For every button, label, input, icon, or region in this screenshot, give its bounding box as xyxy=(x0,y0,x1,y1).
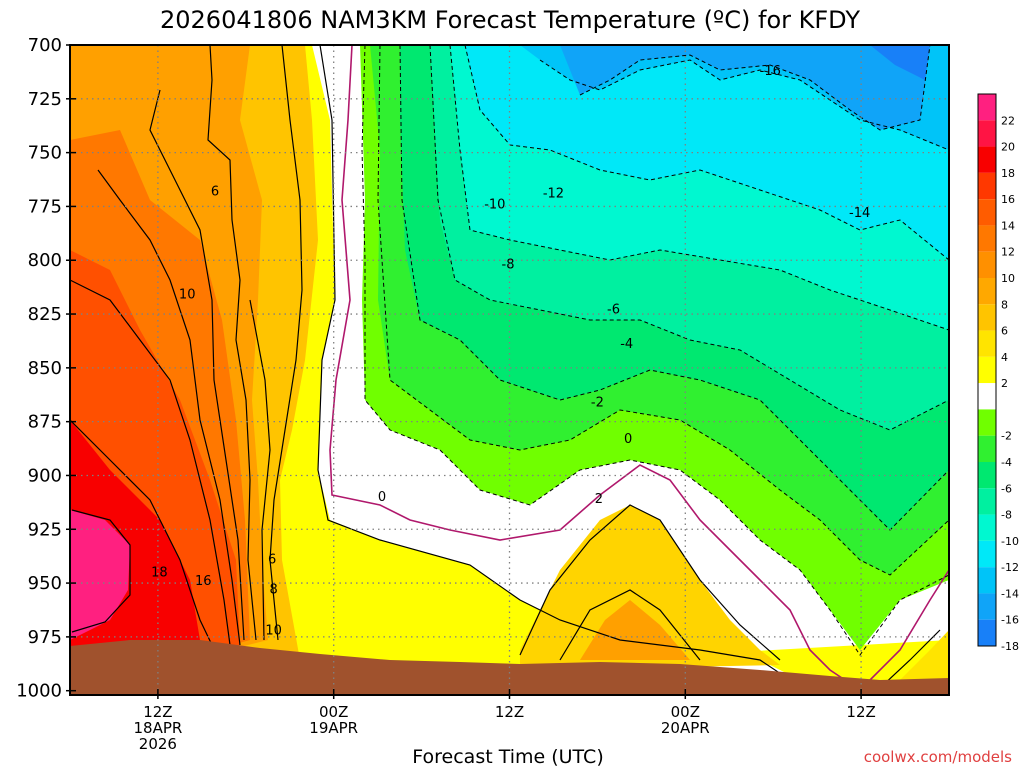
colorbar-label: 12 xyxy=(1001,246,1015,259)
colorbar-label: 16 xyxy=(1001,193,1015,206)
colorbar-swatch xyxy=(978,225,996,252)
y-tick-label: 700 xyxy=(28,35,62,56)
colorbar-swatch xyxy=(978,172,996,200)
contour-label: -16 xyxy=(760,64,781,79)
y-tick-label: 725 xyxy=(28,89,62,110)
band-deep-blue xyxy=(870,45,930,80)
contour-label: 0 xyxy=(624,432,632,447)
colorbar-frame xyxy=(977,93,997,647)
colorbar-label: 14 xyxy=(1001,219,1015,232)
contour-label: -4 xyxy=(620,337,633,352)
contour-label: 6 xyxy=(268,552,276,567)
contour-label: 18 xyxy=(151,565,168,580)
contour-label: 8 xyxy=(269,583,277,598)
y-tick-label: 750 xyxy=(28,143,62,164)
x-tick-label: 00Z xyxy=(671,703,700,721)
colorbar-swatch xyxy=(978,435,996,462)
colorbar-swatch xyxy=(978,540,996,568)
colorbar-swatch xyxy=(978,567,996,594)
contour-label: 2 xyxy=(595,492,603,507)
colorbar-swatch xyxy=(978,94,996,121)
y-tick-label: 975 xyxy=(28,627,62,648)
x-tick-label: 19APR xyxy=(309,719,358,737)
x-axis-label: Forecast Time (UTC) xyxy=(412,746,603,768)
colorbar-label: 8 xyxy=(1001,298,1008,311)
band-yellow-right xyxy=(900,630,949,690)
colorbar-swatch xyxy=(978,356,996,384)
colorbar-swatch xyxy=(978,251,996,278)
colorbar-swatch xyxy=(978,199,996,226)
colorbar-swatch xyxy=(978,514,996,541)
x-tick-label: 12Z xyxy=(143,703,172,721)
colorbar-label: -10 xyxy=(1001,535,1019,548)
credit-text: coolwx.com/models xyxy=(864,748,1012,766)
colorbar-label: 2 xyxy=(1001,377,1008,390)
y-tick-label: 950 xyxy=(28,573,62,594)
colorbar-label: 22 xyxy=(1001,114,1015,127)
colorbar-label: 18 xyxy=(1001,167,1015,180)
colorbar-swatch xyxy=(978,593,996,620)
x-tick-label: 00Z xyxy=(319,703,348,721)
y-tick-label: 775 xyxy=(28,196,62,217)
colorbar-swatch xyxy=(978,462,996,489)
band-blue xyxy=(560,45,930,130)
plot-area xyxy=(70,45,949,695)
contour-label: 0 xyxy=(378,490,386,505)
zero-contour xyxy=(329,45,949,691)
contour-label: -8 xyxy=(502,258,515,273)
colorbar-swatch xyxy=(978,146,996,173)
colorbar-swatch xyxy=(978,619,996,646)
colorbar: 22 20 18 16 14 12 10 8 6 4 2 -2 -4 -6 -8 -10 -12 -14 -16 -1… xyxy=(977,93,1019,653)
colorbar-label: 4 xyxy=(1001,351,1008,364)
colorbar-label: -4 xyxy=(1001,456,1012,469)
colorbar-label: -18 xyxy=(1001,640,1019,653)
contour-label: 16 xyxy=(195,574,212,589)
y-tick-label: 825 xyxy=(28,304,62,325)
x-tick-label: 18APR xyxy=(133,719,182,737)
y-tick-label: 800 xyxy=(28,250,62,271)
grid xyxy=(70,45,949,695)
colorbar-swatch xyxy=(978,304,996,331)
contour-label: -12 xyxy=(543,187,564,202)
colorbar-swatch xyxy=(978,488,996,515)
colorbar-label: -14 xyxy=(1001,587,1019,600)
x-tick-label: 12Z xyxy=(846,703,875,721)
colorbar-swatch xyxy=(978,383,996,410)
colorbar-label: 6 xyxy=(1001,325,1008,338)
contour-label: -14 xyxy=(849,206,870,221)
y-tick-label: 900 xyxy=(28,465,62,486)
contour-label: 10 xyxy=(265,623,282,638)
contour-label: -10 xyxy=(484,197,505,212)
contour-labels: 6 10 6 8 10 18 16 0 2 0 -2 -4 -6 -8 -10 -12 -14 -16 xyxy=(151,64,870,639)
cold-contours xyxy=(361,45,949,656)
contour-label: 10 xyxy=(179,288,196,303)
colorbar-label: -6 xyxy=(1001,482,1012,495)
colorbar-label: 20 xyxy=(1001,141,1015,154)
x-tick-label: 12Z xyxy=(495,703,524,721)
y-tick-label: 850 xyxy=(28,358,62,379)
contour-label: -2 xyxy=(591,395,604,410)
y-tick-label: 925 xyxy=(28,519,62,540)
warm-contours xyxy=(70,45,941,689)
x-tick-label: 2026 xyxy=(139,735,177,753)
colorbar-label: -12 xyxy=(1001,561,1019,574)
colorbar-swatch xyxy=(978,278,996,305)
colorbar-swatch xyxy=(978,409,996,436)
contour-label: -6 xyxy=(607,303,620,318)
y-tick-label: 875 xyxy=(28,412,62,433)
x-tick-label: 20APR xyxy=(661,719,710,737)
band-pink xyxy=(70,510,130,640)
y-axis: 700 725 750 775 800 825 850 875 900 925 950 975 1000 xyxy=(16,35,76,702)
contour-label: 6 xyxy=(211,184,219,199)
y-tick-label: 1000 xyxy=(16,681,62,702)
colorbar-swatch xyxy=(978,120,996,147)
chart-title: 2026041806 NAM3KM Forecast Temperature (… xyxy=(160,6,860,34)
colorbar-swatch xyxy=(978,330,996,357)
colorbar-label: -8 xyxy=(1001,509,1012,522)
colorbar-label: 10 xyxy=(1001,272,1015,285)
colorbar-label: -2 xyxy=(1001,430,1012,443)
colorbar-label: -16 xyxy=(1001,614,1019,627)
